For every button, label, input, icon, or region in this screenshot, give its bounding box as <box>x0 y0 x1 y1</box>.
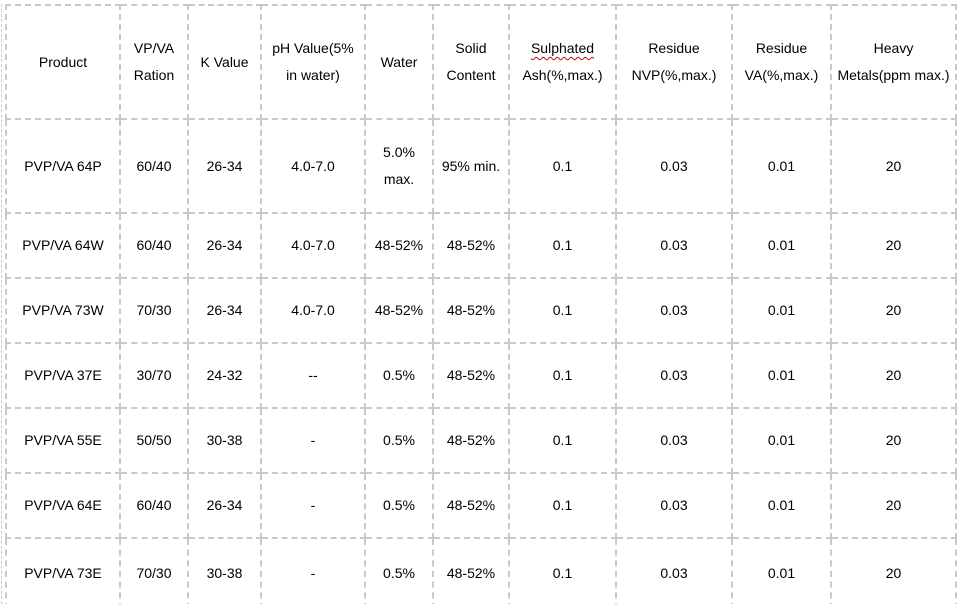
spellcheck-marked-word: Sulphated <box>530 40 595 56</box>
cell-water: 5.0% max. <box>364 118 434 214</box>
cell-sulphated-ash: 0.1 <box>508 537 617 604</box>
col-header-ph-value: pH Value(5% in water) <box>260 4 366 120</box>
cell-vpva-ration: 70/30 <box>119 537 189 604</box>
cell-residue-nvp: 0.03 <box>615 472 733 539</box>
cell-vpva-ration: 50/50 <box>119 407 189 474</box>
cell-product: PVP/VA 64E <box>5 472 121 539</box>
header-row: Product VP/VA Ration K Value pH Value(5%… <box>5 4 957 120</box>
cell-heavy-metals: 20 <box>830 472 957 539</box>
cell-ph-value: 4.0-7.0 <box>260 277 366 344</box>
col-header-sulphated-ash: Sulphated Ash(%,max.) <box>508 4 617 120</box>
table-row-pvpva-55e: PVP/VA 55E 50/50 30-38 - 0.5% 48-52% 0.1… <box>5 407 957 474</box>
cell-ph-value: -- <box>260 342 366 409</box>
cell-solid-content: 48-52% <box>432 212 510 279</box>
cell-vpva-ration: 60/40 <box>119 472 189 539</box>
cell-k-value: 30-38 <box>187 537 262 604</box>
cell-water: 0.5% <box>364 537 434 604</box>
cell-product: PVP/VA 37E <box>5 342 121 409</box>
cell-residue-nvp: 0.03 <box>615 407 733 474</box>
cell-k-value: 26-34 <box>187 277 262 344</box>
cell-heavy-metals: 20 <box>830 407 957 474</box>
cell-ph-value: - <box>260 407 366 474</box>
col-header-residue-nvp: Residue NVP(%,max.) <box>615 4 733 120</box>
cell-solid-content: 48-52% <box>432 537 510 604</box>
table-row-pvpva-64w: PVP/VA 64W 60/40 26-34 4.0-7.0 48-52% 48… <box>5 212 957 279</box>
cell-ph-value: 4.0-7.0 <box>260 118 366 214</box>
cell-residue-va: 0.01 <box>731 118 832 214</box>
cell-product: PVP/VA 64W <box>5 212 121 279</box>
table-row-pvpva-73e: PVP/VA 73E 70/30 30-38 - 0.5% 48-52% 0.1… <box>5 537 957 604</box>
cell-solid-content: 48-52% <box>432 472 510 539</box>
cell-heavy-metals: 20 <box>830 342 957 409</box>
cell-solid-content: 95% min. <box>432 118 510 214</box>
cell-product: PVP/VA 55E <box>5 407 121 474</box>
spec-table-container: Product VP/VA Ration K Value pH Value(5%… <box>1 4 957 604</box>
cell-water: 48-52% <box>364 212 434 279</box>
cell-residue-va: 0.01 <box>731 277 832 344</box>
cell-sulphated-ash: 0.1 <box>508 212 617 279</box>
cell-solid-content: 48-52% <box>432 277 510 344</box>
cell-k-value: 26-34 <box>187 118 262 214</box>
cell-residue-va: 0.01 <box>731 407 832 474</box>
spec-table: Product VP/VA Ration K Value pH Value(5%… <box>5 4 957 604</box>
cell-k-value: 30-38 <box>187 407 262 474</box>
table-row-pvpva-37e: PVP/VA 37E 30/70 24-32 -- 0.5% 48-52% 0.… <box>5 342 957 409</box>
cell-residue-va: 0.01 <box>731 537 832 604</box>
cell-heavy-metals: 20 <box>830 277 957 344</box>
cell-product: PVP/VA 73E <box>5 537 121 604</box>
cell-vpva-ration: 60/40 <box>119 118 189 214</box>
cell-k-value: 26-34 <box>187 212 262 279</box>
cell-sulphated-ash: 0.1 <box>508 407 617 474</box>
table-row-pvpva-64e: PVP/VA 64E 60/40 26-34 - 0.5% 48-52% 0.1… <box>5 472 957 539</box>
table-row-pvpva-73w: PVP/VA 73W 70/30 26-34 4.0-7.0 48-52% 48… <box>5 277 957 344</box>
cell-sulphated-ash: 0.1 <box>508 342 617 409</box>
col-header-heavy-metals: Heavy Metals(ppm max.) <box>830 4 957 120</box>
cell-vpva-ration: 70/30 <box>119 277 189 344</box>
cell-solid-content: 48-52% <box>432 342 510 409</box>
cell-sulphated-ash: 0.1 <box>508 472 617 539</box>
cell-water: 0.5% <box>364 472 434 539</box>
cell-water: 0.5% <box>364 342 434 409</box>
cell-product: PVP/VA 73W <box>5 277 121 344</box>
cell-residue-nvp: 0.03 <box>615 118 733 214</box>
col-header-water: Water <box>364 4 434 120</box>
col-header-product: Product <box>5 4 121 120</box>
cell-residue-va: 0.01 <box>731 472 832 539</box>
cell-ph-value: - <box>260 472 366 539</box>
cell-residue-va: 0.01 <box>731 342 832 409</box>
col-header-sulphated-ash-line2: Ash(%,max.) <box>522 67 603 83</box>
cell-vpva-ration: 30/70 <box>119 342 189 409</box>
cell-water: 48-52% <box>364 277 434 344</box>
cell-residue-nvp: 0.03 <box>615 277 733 344</box>
col-header-solid-content: Solid Content <box>432 4 510 120</box>
col-header-residue-va: Residue VA(%,max.) <box>731 4 832 120</box>
cell-sulphated-ash: 0.1 <box>508 277 617 344</box>
cell-residue-nvp: 0.03 <box>615 342 733 409</box>
cell-ph-value: - <box>260 537 366 604</box>
cell-sulphated-ash: 0.1 <box>508 118 617 214</box>
cell-k-value: 24-32 <box>187 342 262 409</box>
cell-vpva-ration: 60/40 <box>119 212 189 279</box>
cell-heavy-metals: 20 <box>830 212 957 279</box>
cell-water: 0.5% <box>364 407 434 474</box>
col-header-k-value: K Value <box>187 4 262 120</box>
cell-heavy-metals: 20 <box>830 537 957 604</box>
cell-residue-va: 0.01 <box>731 212 832 279</box>
col-header-vpva-ration: VP/VA Ration <box>119 4 189 120</box>
cell-k-value: 26-34 <box>187 472 262 539</box>
cell-heavy-metals: 20 <box>830 118 957 214</box>
cell-product: PVP/VA 64P <box>5 118 121 214</box>
cell-residue-nvp: 0.03 <box>615 212 733 279</box>
table-row-pvpva-64p: PVP/VA 64P 60/40 26-34 4.0-7.0 5.0% max.… <box>5 118 957 214</box>
cell-ph-value: 4.0-7.0 <box>260 212 366 279</box>
cell-residue-nvp: 0.03 <box>615 537 733 604</box>
cell-solid-content: 48-52% <box>432 407 510 474</box>
